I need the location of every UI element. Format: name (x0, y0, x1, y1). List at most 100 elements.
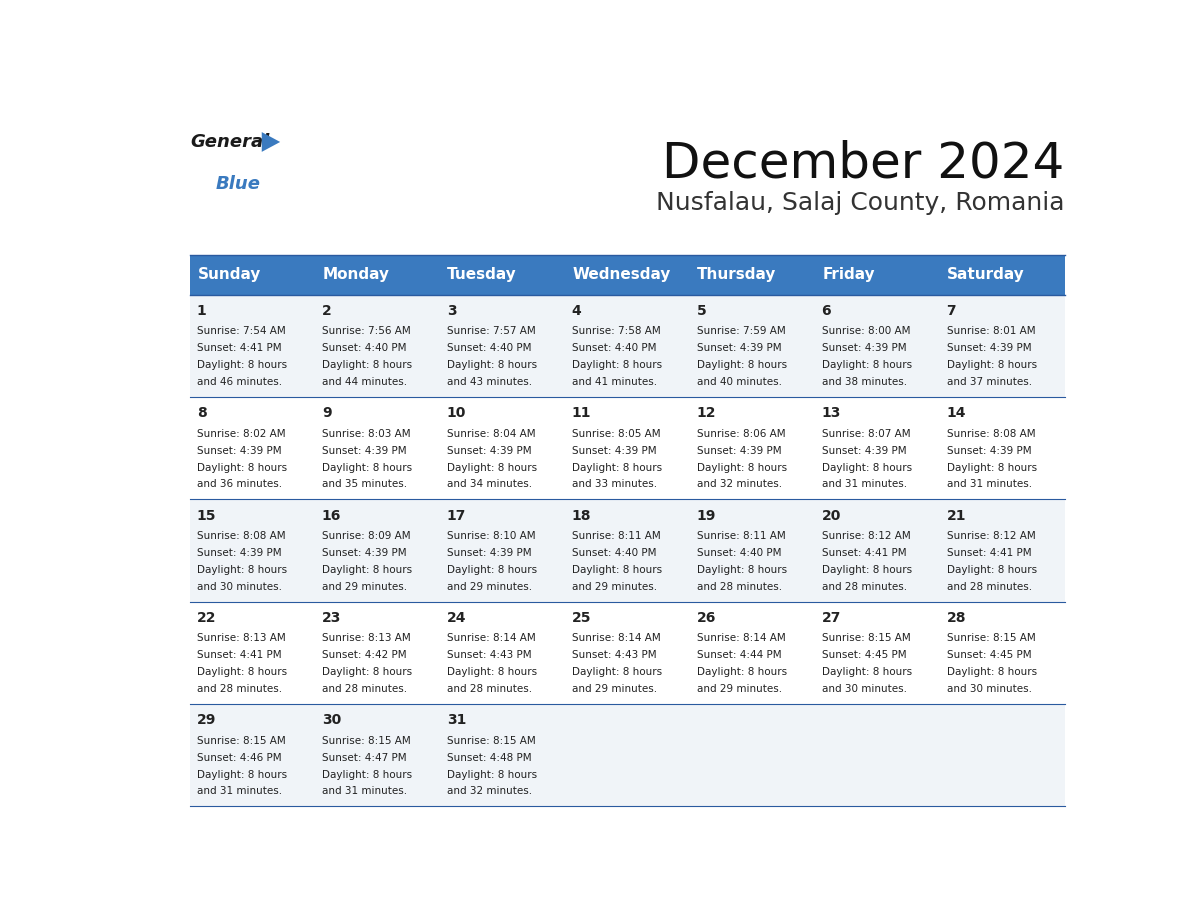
Text: Daylight: 8 hours: Daylight: 8 hours (696, 667, 786, 677)
Text: Daylight: 8 hours: Daylight: 8 hours (447, 565, 537, 575)
Text: Sunset: 4:39 PM: Sunset: 4:39 PM (696, 343, 782, 353)
Text: Daylight: 8 hours: Daylight: 8 hours (322, 565, 412, 575)
Text: Sunset: 4:44 PM: Sunset: 4:44 PM (696, 650, 782, 660)
Text: and 33 minutes.: and 33 minutes. (571, 479, 657, 489)
Text: Sunset: 4:45 PM: Sunset: 4:45 PM (822, 650, 906, 660)
Text: Sunrise: 7:59 AM: Sunrise: 7:59 AM (696, 327, 785, 337)
Text: 2: 2 (322, 304, 331, 318)
Bar (564, 499, 690, 602)
Bar (190, 397, 315, 499)
Bar (190, 295, 315, 397)
Text: Sunrise: 7:57 AM: Sunrise: 7:57 AM (447, 327, 536, 337)
Text: 10: 10 (447, 407, 466, 420)
Text: and 28 minutes.: and 28 minutes. (322, 684, 406, 694)
Bar (940, 499, 1064, 602)
Text: Sunset: 4:47 PM: Sunset: 4:47 PM (322, 753, 406, 763)
Text: 3: 3 (447, 304, 456, 318)
Text: Daylight: 8 hours: Daylight: 8 hours (322, 360, 412, 370)
Text: Sunset: 4:40 PM: Sunset: 4:40 PM (696, 548, 782, 558)
Bar (940, 602, 1064, 704)
Bar (815, 602, 940, 704)
Bar (315, 704, 440, 806)
Text: and 40 minutes.: and 40 minutes. (696, 377, 782, 387)
Text: and 29 minutes.: and 29 minutes. (571, 684, 657, 694)
Text: Sunrise: 8:06 AM: Sunrise: 8:06 AM (696, 429, 785, 439)
Bar (190, 704, 315, 806)
Bar (564, 397, 690, 499)
Bar (690, 602, 815, 704)
Text: and 31 minutes.: and 31 minutes. (822, 479, 906, 489)
Text: Sunrise: 8:13 AM: Sunrise: 8:13 AM (322, 633, 411, 644)
Text: Sunrise: 8:15 AM: Sunrise: 8:15 AM (447, 736, 536, 745)
Text: Daylight: 8 hours: Daylight: 8 hours (571, 463, 662, 473)
Text: 24: 24 (447, 611, 466, 625)
Text: Daylight: 8 hours: Daylight: 8 hours (571, 360, 662, 370)
Text: Sunrise: 8:12 AM: Sunrise: 8:12 AM (947, 532, 1035, 541)
Bar (315, 602, 440, 704)
Bar (315, 499, 440, 602)
Text: Sunset: 4:40 PM: Sunset: 4:40 PM (571, 343, 656, 353)
Text: and 34 minutes.: and 34 minutes. (447, 479, 532, 489)
Text: Daylight: 8 hours: Daylight: 8 hours (822, 463, 911, 473)
Text: Sunrise: 8:13 AM: Sunrise: 8:13 AM (197, 633, 285, 644)
Text: and 28 minutes.: and 28 minutes. (696, 582, 782, 592)
Text: Sunset: 4:39 PM: Sunset: 4:39 PM (322, 548, 406, 558)
Text: Sunrise: 8:14 AM: Sunrise: 8:14 AM (696, 633, 785, 644)
Text: 20: 20 (822, 509, 841, 522)
Text: and 30 minutes.: and 30 minutes. (197, 582, 282, 592)
Text: Sunset: 4:39 PM: Sunset: 4:39 PM (571, 446, 656, 455)
Bar (190, 499, 315, 602)
Bar (564, 295, 690, 397)
Bar (564, 602, 690, 704)
Text: General: General (190, 133, 270, 151)
Bar (440, 602, 564, 704)
Text: Sunset: 4:46 PM: Sunset: 4:46 PM (197, 753, 282, 763)
Text: Sunrise: 8:14 AM: Sunrise: 8:14 AM (571, 633, 661, 644)
Text: Sunset: 4:43 PM: Sunset: 4:43 PM (571, 650, 656, 660)
Bar (440, 704, 564, 806)
Text: 1: 1 (197, 304, 207, 318)
Text: and 35 minutes.: and 35 minutes. (322, 479, 406, 489)
Text: Sunset: 4:40 PM: Sunset: 4:40 PM (447, 343, 531, 353)
Text: Sunset: 4:41 PM: Sunset: 4:41 PM (197, 650, 282, 660)
Bar (190, 255, 315, 295)
Text: and 43 minutes.: and 43 minutes. (447, 377, 532, 387)
Text: 15: 15 (197, 509, 216, 522)
Text: Daylight: 8 hours: Daylight: 8 hours (947, 667, 1037, 677)
Text: Sunrise: 8:03 AM: Sunrise: 8:03 AM (322, 429, 410, 439)
Bar (690, 295, 815, 397)
Text: 27: 27 (822, 611, 841, 625)
Text: and 28 minutes.: and 28 minutes. (197, 684, 282, 694)
Text: Daylight: 8 hours: Daylight: 8 hours (322, 667, 412, 677)
Text: Sunrise: 8:07 AM: Sunrise: 8:07 AM (822, 429, 910, 439)
Text: 29: 29 (197, 713, 216, 727)
Text: Daylight: 8 hours: Daylight: 8 hours (447, 360, 537, 370)
Text: Sunrise: 8:08 AM: Sunrise: 8:08 AM (947, 429, 1035, 439)
Text: Sunrise: 8:15 AM: Sunrise: 8:15 AM (322, 736, 411, 745)
Bar (315, 397, 440, 499)
Text: 21: 21 (947, 509, 966, 522)
Text: Daylight: 8 hours: Daylight: 8 hours (571, 565, 662, 575)
Text: Daylight: 8 hours: Daylight: 8 hours (947, 565, 1037, 575)
Text: Wednesday: Wednesday (573, 267, 671, 283)
Text: Sunset: 4:39 PM: Sunset: 4:39 PM (947, 446, 1031, 455)
Text: Sunset: 4:42 PM: Sunset: 4:42 PM (322, 650, 406, 660)
Text: Daylight: 8 hours: Daylight: 8 hours (822, 667, 911, 677)
Text: and 32 minutes.: and 32 minutes. (696, 479, 782, 489)
Text: Sunrise: 8:11 AM: Sunrise: 8:11 AM (696, 532, 785, 541)
Text: Sunrise: 8:01 AM: Sunrise: 8:01 AM (947, 327, 1035, 337)
Text: Daylight: 8 hours: Daylight: 8 hours (696, 565, 786, 575)
Text: and 46 minutes.: and 46 minutes. (197, 377, 282, 387)
Text: Tuesday: Tuesday (448, 267, 517, 283)
Text: Friday: Friday (822, 267, 874, 283)
Text: 4: 4 (571, 304, 581, 318)
Text: Daylight: 8 hours: Daylight: 8 hours (571, 667, 662, 677)
Text: Daylight: 8 hours: Daylight: 8 hours (447, 463, 537, 473)
Text: Daylight: 8 hours: Daylight: 8 hours (197, 360, 287, 370)
Polygon shape (261, 132, 280, 151)
Bar (690, 704, 815, 806)
Text: 16: 16 (322, 509, 341, 522)
Text: Sunset: 4:48 PM: Sunset: 4:48 PM (447, 753, 531, 763)
Text: and 41 minutes.: and 41 minutes. (571, 377, 657, 387)
Text: 13: 13 (822, 407, 841, 420)
